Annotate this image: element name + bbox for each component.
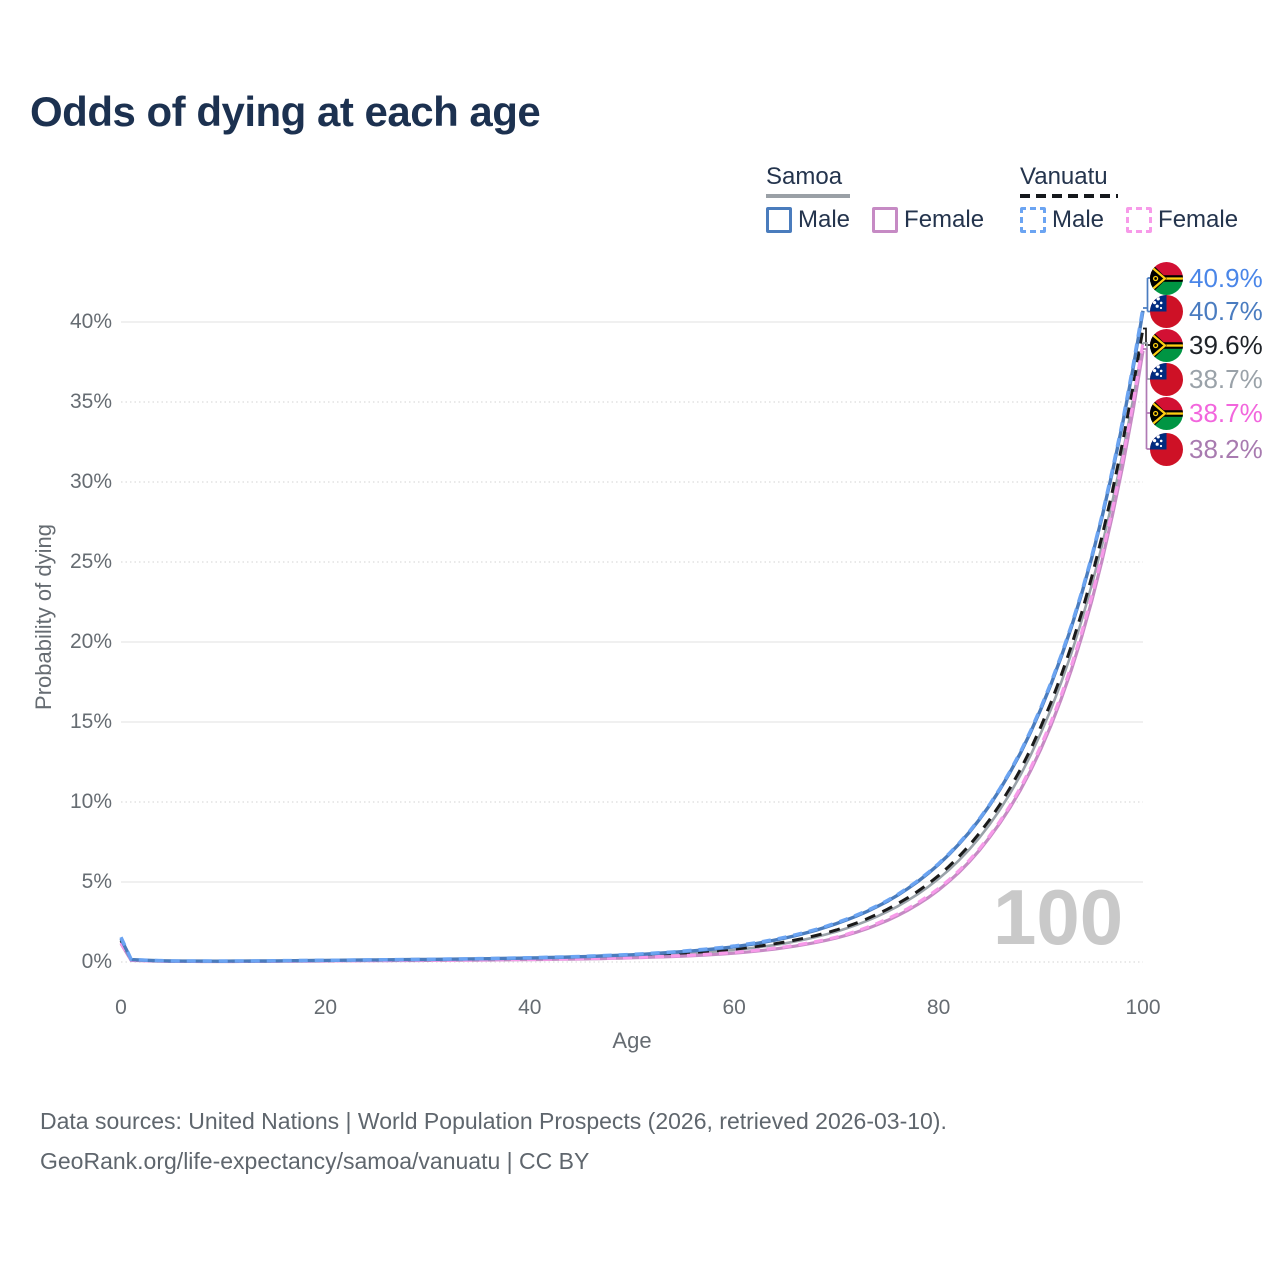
legend-linestyle-sample-solid (766, 194, 850, 198)
legend-group-title: Samoa (766, 163, 843, 190)
end-label-vanuatu-0: 40.9% (1150, 261, 1263, 295)
series-line-samoa-female (119, 350, 1145, 964)
x-tick-0: 0 (115, 996, 127, 1019)
age-frame-watermark: 100 (993, 873, 1124, 961)
x-tick-60: 60 (722, 996, 746, 1019)
x-tick-40: 40 (518, 996, 542, 1019)
legend-group-vanuatu: Vanuatu Male Female (1020, 163, 1238, 234)
end-label-vanuatu-2: 39.6% (1150, 328, 1263, 362)
legend-item-samoa-male[interactable]: Male (766, 206, 850, 234)
y-axis-label: Probability of dying (31, 524, 56, 710)
legend-items: Male Female (766, 206, 984, 234)
end-label-value: 38.2% (1189, 433, 1263, 464)
legend-group-samoa: Samoa Male Female (766, 163, 984, 234)
legend-swatch-icon (1126, 207, 1153, 233)
y-tick-35%: 35% (69, 390, 112, 413)
footer-data-sources: Data sources: United Nations | World Pop… (40, 1108, 947, 1134)
end-label-value: 38.7% (1189, 363, 1263, 394)
legend-items: Male Female (1020, 206, 1238, 234)
series-line-vanuatu-both-sexes (119, 328, 1145, 963)
legend-item-label: Female (904, 206, 985, 233)
series-line-vanuatu-female (119, 342, 1145, 963)
legend-swatch-icon (766, 207, 792, 233)
y-tick-10%: 10% (69, 790, 112, 813)
series-line-samoa-male (119, 310, 1145, 963)
samoa-flag-icon (1150, 362, 1183, 396)
end-label-value: 38.7% (1189, 397, 1263, 428)
y-tick-25%: 25% (69, 550, 112, 573)
y-tick-0%: 0% (81, 950, 112, 973)
end-label-value: 40.7% (1189, 296, 1263, 326)
footer-attribution: GeoRank.org/life-expectancy/samoa/vanuat… (40, 1148, 590, 1174)
y-tick-15%: 15% (69, 710, 112, 733)
end-label-samoa-3: 38.7% (1150, 362, 1263, 396)
page-title: Odds of dying at each age (30, 88, 541, 135)
x-tick-80: 80 (926, 996, 951, 1019)
end-label-samoa-5: 38.2% (1150, 432, 1263, 466)
legend-item-label: Female (1158, 206, 1239, 233)
legend-item-vanuatu-male[interactable]: Male (1020, 206, 1104, 234)
legend-item-vanuatu-female[interactable]: Female (1126, 206, 1238, 234)
x-tick-100: 100 (1125, 996, 1161, 1019)
vanuatu-flag-icon (1150, 328, 1183, 362)
legend-linestyle-sample-dashed (1020, 194, 1118, 198)
y-tick-5%: 5% (81, 870, 112, 893)
legend-swatch-icon (872, 207, 899, 233)
samoa-flag-icon (1150, 432, 1183, 466)
x-axis-label: Age (612, 1028, 652, 1053)
legend-group-title: Vanuatu (1020, 163, 1108, 190)
legend-item-samoa-female[interactable]: Female (872, 206, 984, 234)
y-tick-30%: 30% (69, 470, 112, 493)
vanuatu-flag-icon (1150, 396, 1183, 430)
end-label-value: 40.9% (1189, 262, 1263, 293)
samoa-flag-icon (1150, 295, 1183, 328)
series-line-vanuatu-male (119, 307, 1145, 963)
end-label-value: 39.6% (1189, 329, 1263, 360)
legend-item-label: Male (1052, 206, 1105, 233)
y-tick-40%: 40% (69, 310, 112, 333)
vanuatu-flag-icon (1150, 261, 1183, 295)
end-label-samoa-1: 40.7% (1150, 295, 1263, 328)
legend-swatch-icon (1020, 207, 1046, 233)
legend-item-label: Male (798, 206, 851, 233)
x-tick-20: 20 (313, 996, 338, 1019)
series-line-samoa-both-sexes (119, 342, 1145, 963)
end-label-vanuatu-4: 38.7% (1150, 396, 1263, 430)
y-tick-20%: 20% (69, 630, 112, 653)
